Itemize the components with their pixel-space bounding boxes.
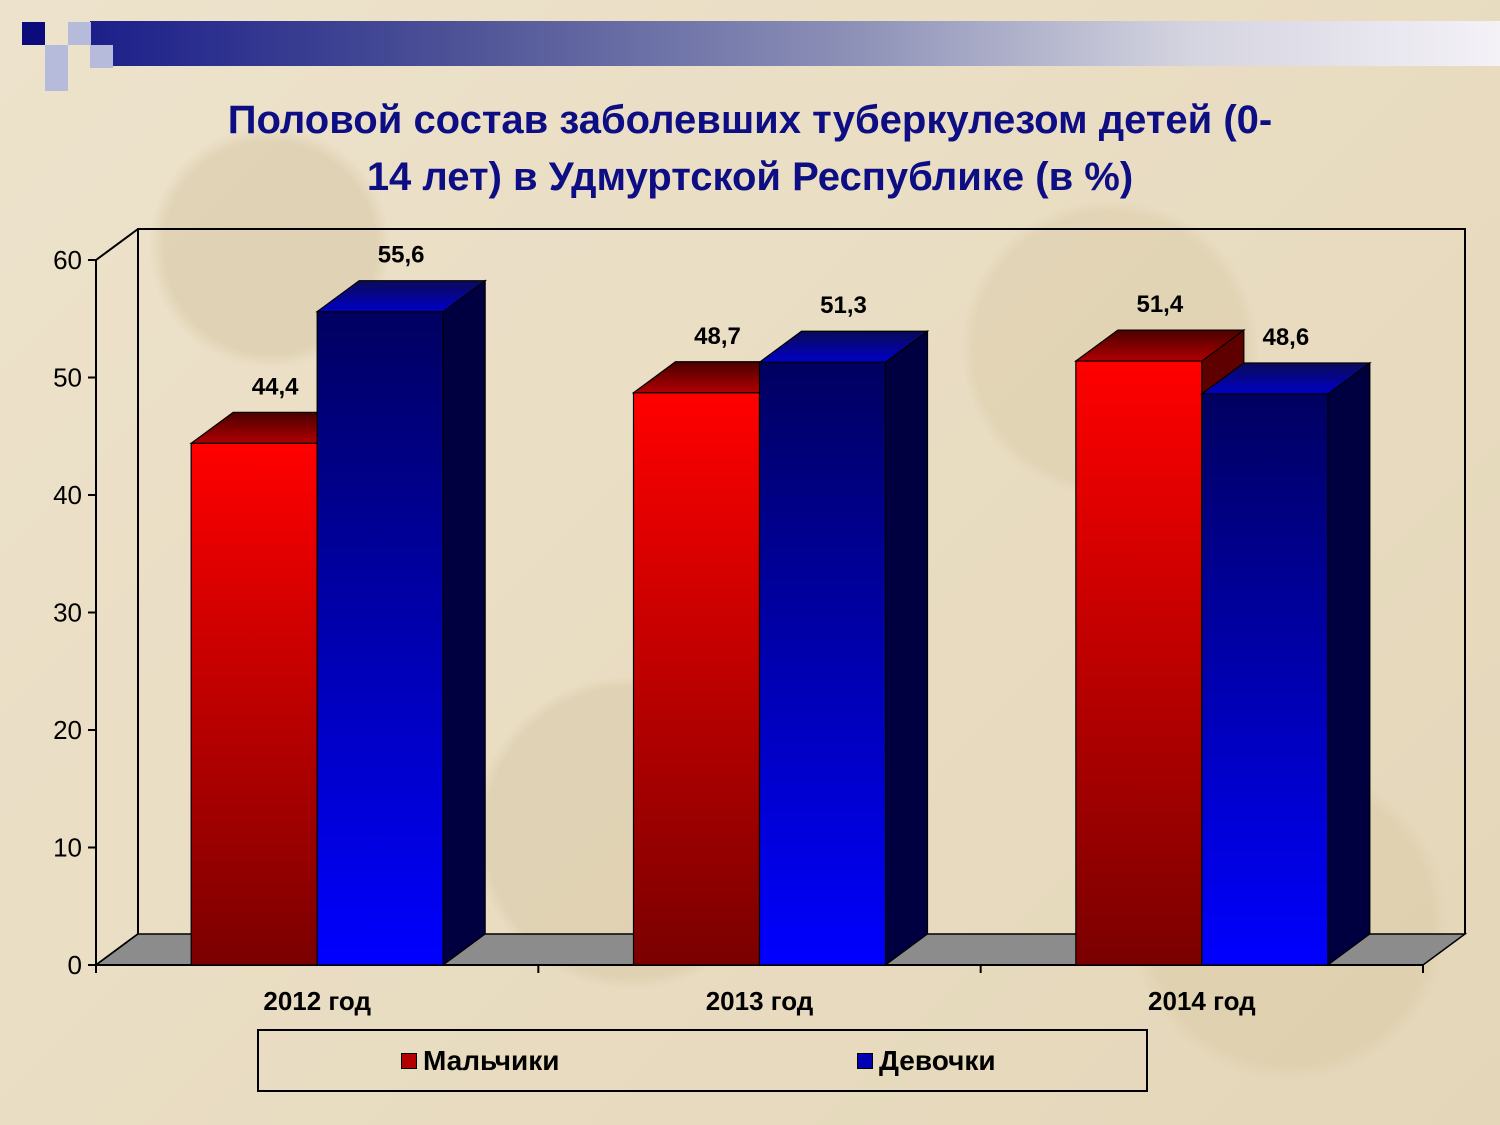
bar-girls-1 [758, 361, 887, 966]
bar-boys-2 [1075, 360, 1203, 966]
legend-label-boys: Мальчики [423, 1045, 560, 1076]
bar-side-girls [1327, 361, 1371, 967]
bar-girls-0 [316, 311, 444, 966]
legend-swatch-boys [401, 1053, 417, 1069]
y-tick-label: 40 [53, 480, 82, 510]
data-label: 51,3 [820, 292, 867, 319]
legend-label-girls: Девочки [879, 1045, 996, 1076]
data-label: 55,6 [378, 242, 425, 269]
bar-side-girls [884, 330, 929, 967]
bar-side-girls [442, 279, 486, 967]
x-tick-label: 2012 год [263, 986, 371, 1016]
bar-girls-2 [1201, 393, 1329, 966]
legend-item-boys: Мальчики [401, 1045, 560, 1076]
y-tick-label: 60 [53, 245, 82, 275]
y-tick-label: 50 [53, 363, 82, 393]
data-label: 48,7 [694, 323, 741, 350]
bar-boys-1 [632, 392, 761, 966]
y-tick-label: 10 [53, 833, 82, 863]
legend-swatch-girls [857, 1053, 873, 1069]
corner-square-light [90, 45, 113, 68]
legend-item-girls: Девочки [857, 1045, 996, 1076]
slide-title: Половой состав заболевших туберкулезом д… [227, 98, 1273, 199]
x-tick-label: 2013 год [706, 986, 814, 1016]
data-label: 48,6 [1262, 324, 1309, 351]
corner-square-light [45, 68, 68, 91]
chart-legend: Мальчики Девочки [257, 1029, 1148, 1092]
corner-square-light [45, 45, 68, 68]
y-tick-label: 30 [53, 598, 82, 628]
corner-square-dark [22, 22, 45, 45]
corner-square-light [68, 22, 91, 45]
bar-boys-0 [190, 442, 318, 966]
data-label: 51,4 [1136, 291, 1183, 318]
data-label: 44,4 [252, 373, 299, 400]
y-tick-label: 0 [68, 950, 82, 980]
header-gradient-bar [90, 21, 1500, 66]
wall-edge [95, 228, 139, 261]
y-tick-label: 20 [53, 715, 82, 745]
x-tick-label: 2014 год [1148, 986, 1256, 1016]
